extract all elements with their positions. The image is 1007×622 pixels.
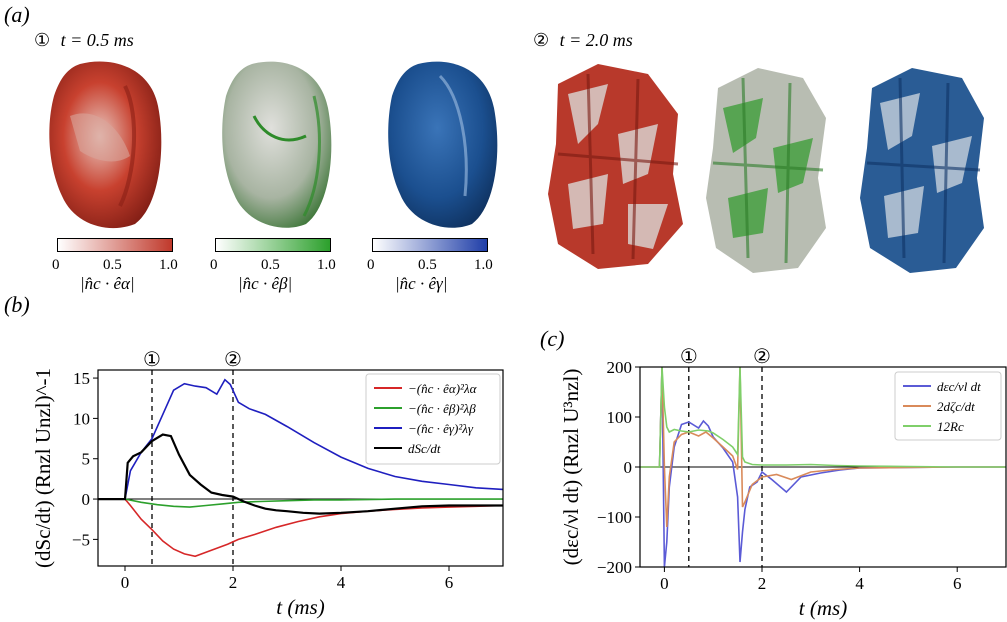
- flame-surface-red-t2: [548, 64, 683, 269]
- colorbar-beta: [215, 238, 331, 252]
- snapshot-2-time: t = 2.0 ms: [559, 30, 633, 50]
- colorbar-beta-tick-mid: 0.5: [261, 257, 280, 273]
- c-xtick-label-3: 6: [953, 574, 962, 593]
- b-ytick-label-1: 0: [82, 490, 91, 509]
- colorbar-gamma-label: |n̂c · êγ|: [395, 274, 448, 293]
- b-series-4-line: [98, 433, 503, 515]
- flame-surface-green-t1: [222, 61, 332, 228]
- c-marker-label-1: ①: [680, 346, 698, 368]
- c-xtick-label-2: 4: [855, 574, 864, 593]
- panel-b-label: (b): [4, 292, 30, 317]
- b-frame: [97, 369, 504, 567]
- b-ytick-label-3: 10: [73, 409, 90, 428]
- b-xlabel: t (ms): [276, 595, 324, 619]
- colorbar-gamma-tick-0: 0: [367, 257, 375, 273]
- c-series-2-line: [640, 367, 1006, 528]
- colorbar-alpha-tick-0: 0: [52, 257, 60, 273]
- b-series-2-line: [98, 498, 503, 508]
- b-xtick-label-1: 2: [229, 573, 238, 592]
- c-xtick-label-0: 0: [660, 574, 669, 593]
- colorbar-beta-label: |n̂c · êβ|: [238, 274, 293, 293]
- c-ylabel: (dεc/νl dt) (Rnzl U³nzl): [559, 369, 583, 566]
- colorbar-alpha-tick-1: 1.0: [159, 257, 178, 273]
- colorbar-beta-tick-0: 0: [210, 257, 218, 273]
- colorbar-alpha-label: |n̂c · êα|: [80, 274, 135, 293]
- b-ytick-label-2: 5: [82, 450, 91, 469]
- flame-surface-red-t1: [49, 61, 162, 229]
- colorbar-gamma-tick-1: 1.0: [474, 257, 493, 273]
- b-marker-label-2: ②: [224, 349, 242, 371]
- c-legend-box: [894, 371, 1002, 441]
- snapshot-2-label: ② t = 2.0 ms: [533, 30, 633, 51]
- c-legend-label-3: 12Rc: [937, 419, 964, 434]
- c-ytick-label-4: 200: [607, 358, 633, 377]
- snapshot-2-marker: ②: [533, 30, 550, 50]
- colorbar-alpha: [57, 238, 173, 252]
- b-ytick-label-0: −5: [72, 530, 90, 549]
- c-legend: dεc/νl dt 2dζc/dt 12Rc: [894, 371, 1002, 441]
- flame-surface-blue-t2: [860, 68, 984, 273]
- b-legend-label-1: −(n̂c · êα)²λα: [408, 381, 478, 396]
- c-ytick-label-1: −100: [597, 508, 632, 527]
- colorbar-alpha-tick-mid: 0.5: [103, 257, 122, 273]
- c-ytick-label-3: 100: [607, 408, 633, 427]
- c-legend-label-1: dεc/νl dt: [937, 379, 981, 394]
- c-legend-label-2: 2dζc/dt: [937, 399, 975, 414]
- c-marker-label-2: ②: [753, 346, 771, 368]
- c-xtick-label-1: 2: [758, 574, 767, 593]
- b-legend-label-2: −(n̂c · êβ)²λβ: [408, 401, 476, 416]
- b-legend: −(n̂c · êα)²λα −(n̂c · êβ)²λβ −(n̂c · êγ)²…: [365, 373, 501, 465]
- c-ytick-label-2: 0: [624, 458, 633, 477]
- flame-surface-blue-t1: [388, 61, 498, 228]
- b-marker-label-1: ①: [143, 349, 161, 371]
- b-ytick-label-4: 15: [73, 369, 90, 388]
- b-series-3-line: [98, 378, 503, 500]
- chart-b: ① ② 0 2 4 6 −5 0 5 10 15 t (ms) (dSc/dt) (Rnzl Unzl)…: [31, 349, 504, 619]
- c-ytick-label-0: −200: [597, 558, 632, 577]
- b-xtick-label-2: 4: [337, 573, 346, 592]
- panel-a-label: (a): [4, 2, 30, 27]
- snapshot-1-marker: ①: [34, 30, 51, 50]
- b-legend-box: [365, 373, 501, 465]
- b-legend-label-3: −(n̂c · êγ)²λγ: [408, 421, 474, 436]
- b-ylabel: (dSc/dt) (Rnzl Unzl)^-1: [31, 368, 55, 568]
- b-xtick-label-3: 6: [445, 573, 454, 592]
- colorbar-gamma-tick-mid: 0.5: [418, 257, 437, 273]
- b-xtick-label-0: 0: [121, 573, 130, 592]
- colorbar-beta-tick-1: 1.0: [317, 257, 336, 273]
- b-legend-label-4: dSc/dt: [408, 441, 441, 456]
- panel-c-label: (c): [540, 326, 565, 351]
- snapshot-1-time: t = 0.5 ms: [60, 30, 134, 50]
- flame-surface-green-t2: [706, 68, 826, 273]
- snapshot-1-label: ① t = 0.5 ms: [34, 30, 134, 51]
- b-series-1-line: [98, 498, 503, 558]
- colorbar-gamma: [372, 238, 488, 252]
- chart-c: ① ② 0 2 4 6 −200 −100 0 100 200 t (ms) (dεc/νl dt) (…: [559, 346, 1007, 620]
- c-xlabel: t (ms): [799, 596, 847, 620]
- c-series-3-line: [640, 367, 1006, 468]
